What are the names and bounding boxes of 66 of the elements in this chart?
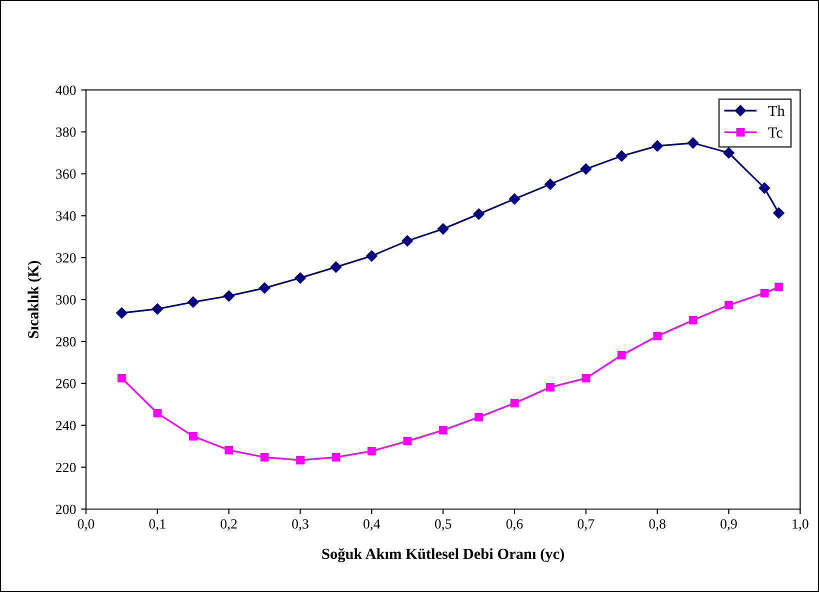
point — [116, 307, 128, 319]
x-tick-label: 0,7 — [578, 519, 594, 531]
point — [473, 208, 484, 220]
point — [224, 446, 233, 454]
y-tick-label: 360 — [56, 169, 76, 179]
point — [723, 147, 734, 158]
point — [367, 446, 376, 456]
point — [474, 412, 483, 422]
point — [546, 382, 554, 392]
point — [260, 452, 269, 462]
legend-label: Th — [768, 105, 785, 116]
point — [724, 300, 733, 310]
point — [510, 398, 519, 408]
point — [188, 432, 198, 440]
y-tick-label: 280 — [56, 337, 76, 346]
point — [223, 290, 234, 302]
x-tick-label: 0,6 — [506, 519, 523, 531]
y-tick-label: 240 — [56, 420, 76, 430]
point — [152, 303, 164, 315]
point — [402, 235, 413, 246]
point — [774, 282, 783, 292]
y-tick-label: 220 — [56, 462, 76, 472]
x-tick-label: 0,3 — [292, 519, 308, 531]
y-tick-label: 200 — [56, 504, 76, 514]
point — [330, 261, 342, 273]
y-tick-label: 380 — [56, 127, 76, 137]
y-tick-label: 260 — [56, 378, 76, 388]
point — [188, 296, 199, 308]
x-tick-label: 0,0 — [78, 519, 94, 531]
point — [688, 316, 698, 324]
point — [366, 250, 378, 262]
point — [652, 140, 663, 152]
point — [653, 332, 662, 340]
y-tick-label: 400 — [56, 86, 76, 95]
point — [403, 436, 412, 446]
x-tick-label: 0,8 — [649, 519, 666, 531]
y-axis-title: Sıcaklık (K) — [28, 260, 42, 338]
point — [437, 223, 449, 235]
point — [580, 163, 592, 175]
x-tick-label: 1,0 — [792, 519, 808, 531]
point — [118, 374, 126, 382]
point — [582, 374, 590, 382]
x-tick-label: 0,1 — [149, 519, 166, 531]
x-axis-title: Soğuk Akım Kütlesel Debi Oranı (yc) — [322, 548, 564, 562]
point — [438, 426, 448, 434]
x-tick-label: 0,5 — [434, 519, 452, 531]
point — [760, 288, 769, 298]
legend-label: Tc — [768, 128, 782, 138]
point — [758, 182, 770, 194]
y-tick-label: 340 — [56, 211, 76, 221]
point — [294, 272, 306, 284]
point — [296, 456, 304, 464]
point — [617, 350, 626, 360]
y-tick-label: 320 — [56, 253, 76, 263]
point — [153, 408, 162, 418]
y-tick-label: 300 — [56, 295, 76, 305]
x-tick-label: 0,4 — [364, 519, 380, 531]
point — [258, 282, 270, 294]
point — [773, 207, 784, 219]
point — [616, 150, 628, 162]
point — [332, 452, 340, 462]
point — [544, 178, 556, 190]
x-tick-label: 0,2 — [220, 519, 237, 531]
point — [508, 193, 520, 205]
point — [687, 137, 699, 149]
x-tick-label: 0,9 — [720, 519, 737, 531]
